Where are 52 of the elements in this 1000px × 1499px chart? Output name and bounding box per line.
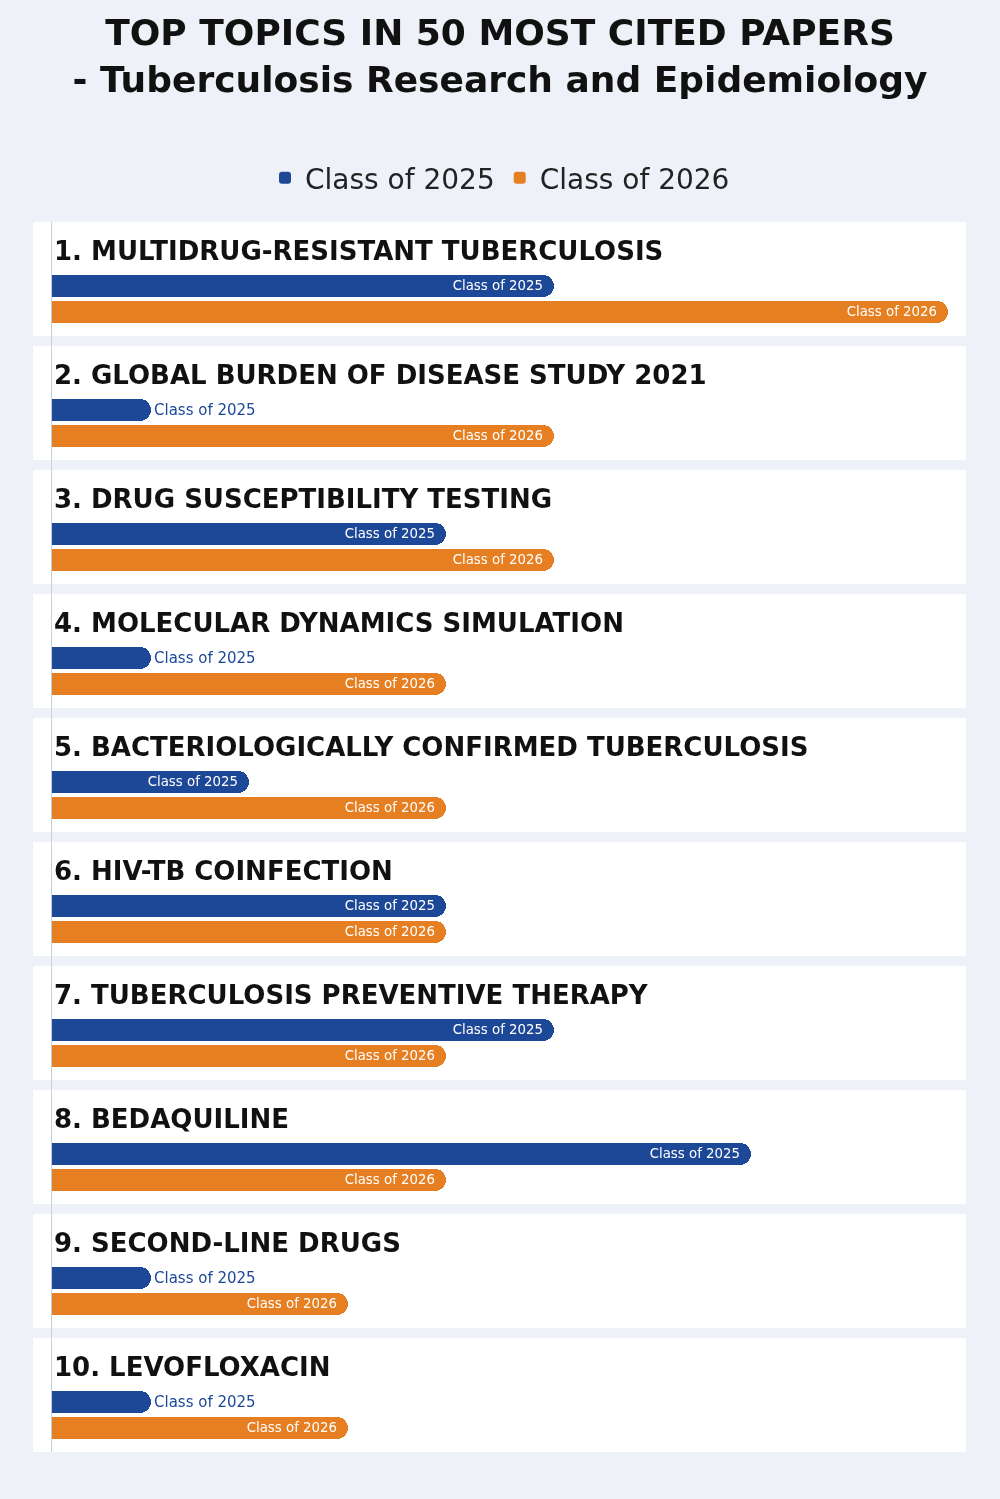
bar bbox=[52, 1143, 751, 1165]
text: Class of 2026 bbox=[344, 1048, 435, 1064]
text: Class of 2025 bbox=[154, 401, 256, 419]
bar bbox=[52, 399, 151, 421]
bar bbox=[52, 523, 446, 545]
bar bbox=[52, 895, 446, 917]
bar bbox=[52, 1417, 348, 1439]
text: Class of 2025 bbox=[154, 1269, 256, 1287]
text: Class of 2026 bbox=[344, 924, 435, 940]
bar bbox=[52, 1045, 446, 1067]
text: Class of 2026 bbox=[246, 1296, 337, 1312]
text: Class of 2026 bbox=[246, 1420, 337, 1436]
text: Class of 2025 bbox=[154, 649, 256, 667]
y-tick-label: 7. TUBERCULOSIS PREVENTIVE THERAPY bbox=[54, 980, 649, 1010]
y-tick-label: 5. BACTERIOLOGICALLY CONFIRMED TUBERCULOSIS bbox=[54, 732, 809, 762]
bar bbox=[52, 1391, 151, 1413]
bar bbox=[52, 549, 554, 571]
y-tick-label: 6. HIV-TB COINFECTION bbox=[54, 856, 393, 886]
bar bbox=[52, 1267, 151, 1289]
bar bbox=[52, 1169, 446, 1191]
bar bbox=[52, 275, 554, 297]
y-tick-label: 10. LEVOFLOXACIN bbox=[54, 1352, 331, 1382]
bar bbox=[52, 673, 446, 695]
bar bbox=[52, 301, 948, 323]
text: Class of 2026 bbox=[344, 800, 435, 816]
text: Class of 2026 bbox=[452, 552, 543, 568]
text: Class of 2025 bbox=[452, 278, 543, 294]
text: Class of 2025 bbox=[154, 1393, 256, 1411]
text: Class of 2026 bbox=[452, 428, 543, 444]
text: Class of 2026 bbox=[344, 1172, 435, 1188]
bar bbox=[52, 647, 151, 669]
legend-label: Class of 2025 bbox=[305, 162, 495, 196]
text: Class of 2025 bbox=[649, 1146, 740, 1162]
y-tick-label: 2. GLOBAL BURDEN OF DISEASE STUDY 2021 bbox=[54, 360, 707, 390]
y-tick-label: 3. DRUG SUSCEPTIBILITY TESTING bbox=[54, 484, 553, 514]
chart-title: TOP TOPICS IN 50 MOST CITED PAPERS - Tuberculosis Research and Epidemiology bbox=[72, 11, 928, 100]
text: Class of 2026 bbox=[344, 676, 435, 692]
text: Class of 2025 bbox=[344, 526, 435, 542]
text: Class of 2025 bbox=[147, 774, 238, 790]
y-tick-label: 8. BEDAQUILINE bbox=[54, 1104, 289, 1134]
bar bbox=[52, 797, 446, 819]
bar bbox=[52, 921, 446, 943]
legend-label: Class of 2026 bbox=[539, 162, 730, 196]
text: Class of 2025 bbox=[344, 898, 435, 914]
y-tick-label: 9. SECOND-LINE DRUGS bbox=[54, 1228, 401, 1258]
text: Class of 2025 bbox=[452, 1022, 543, 1038]
bar bbox=[52, 1019, 554, 1041]
y-tick-label: 1. MULTIDRUG-RESISTANT TUBERCULOSIS bbox=[54, 236, 664, 266]
y-tick-label: 4. MOLECULAR DYNAMICS SIMULATION bbox=[54, 608, 624, 638]
text: Class of 2026 bbox=[846, 304, 937, 320]
bar bbox=[52, 425, 554, 447]
bar bbox=[52, 1293, 348, 1315]
